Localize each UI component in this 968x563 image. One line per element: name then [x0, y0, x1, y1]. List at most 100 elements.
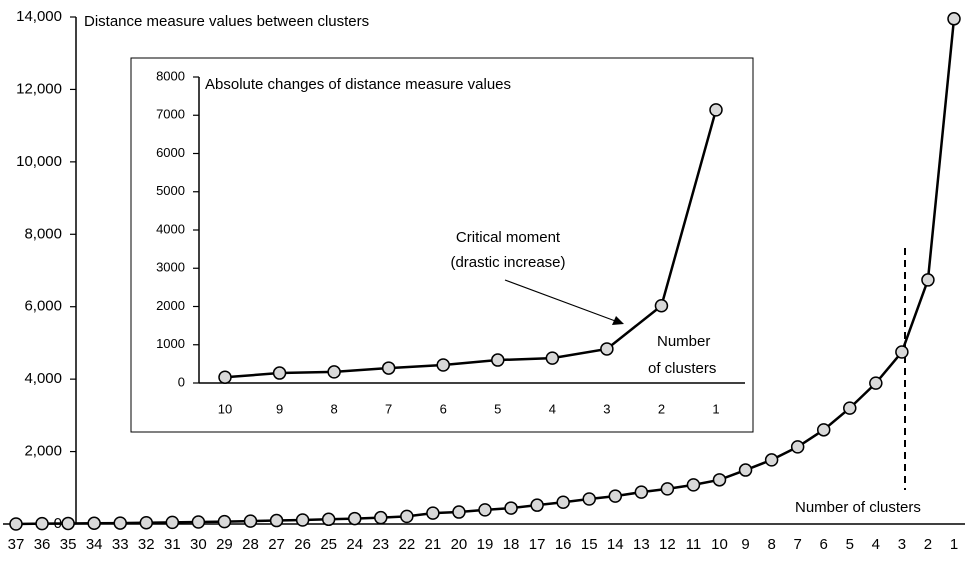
data-point [608, 489, 623, 503]
data-point [218, 370, 232, 385]
data-point [790, 440, 805, 454]
data-point [295, 513, 310, 527]
data-point [709, 103, 723, 117]
x-tick-label: 27 [268, 536, 285, 553]
x-tick-label: 24 [346, 536, 363, 553]
y-tick-label: 4000 [156, 221, 185, 236]
x-tick-label: 4 [872, 536, 880, 553]
x-tick-label: 26 [294, 536, 311, 553]
x-tick-label: 28 [242, 536, 259, 553]
data-point [272, 366, 287, 380]
x-tick-label: 23 [372, 536, 389, 553]
data-point [764, 453, 779, 467]
x-tick-label: 2 [924, 536, 932, 553]
x-tick-label: 1 [712, 401, 719, 416]
annotation-arrow [504, 279, 619, 323]
data-point [61, 516, 75, 531]
x-tick-label: 30 [190, 536, 207, 553]
x-tick-label: 5 [494, 401, 501, 416]
y-tick-label: 0 [178, 374, 185, 389]
data-point [869, 376, 883, 390]
y-tick-label: 8000 [156, 68, 185, 83]
x-tick-label: 7 [793, 536, 801, 553]
data-point [165, 515, 180, 530]
x-tick-label: 19 [477, 536, 494, 553]
inset-x-label: Number [657, 333, 710, 350]
x-tick-label: 20 [451, 536, 468, 553]
y-tick-label: 1000 [156, 336, 185, 351]
data-point [452, 505, 466, 519]
inset-x-label: of clusters [648, 360, 716, 377]
y-tick-label: 4,000 [24, 370, 62, 387]
data-point [191, 515, 206, 529]
x-tick-label: 7 [385, 401, 392, 416]
data-point [35, 516, 49, 531]
data-point [327, 365, 341, 379]
data-point [321, 512, 336, 527]
data-point [9, 517, 23, 531]
y-tick-label: 2,000 [24, 443, 62, 460]
x-tick-label: 11 [686, 536, 702, 553]
data-point [660, 482, 675, 496]
data-point [478, 503, 492, 517]
x-tick-label: 10 [711, 536, 728, 553]
x-tick-label: 15 [581, 536, 598, 553]
data-point [600, 342, 614, 356]
series-line [224, 109, 718, 379]
x-tick-label: 32 [138, 536, 155, 553]
x-tick-label: 29 [216, 536, 233, 553]
x-tick-label: 1 [950, 536, 958, 553]
x-tick-label: 8 [767, 536, 775, 553]
arrow-head [612, 316, 624, 325]
data-point [381, 361, 396, 375]
x-tick-label: 6 [820, 536, 828, 553]
y-tick-label: 10,000 [16, 153, 62, 170]
y-tick-label: 3000 [156, 260, 185, 275]
x-tick-label: 9 [741, 536, 749, 553]
data-point [113, 516, 127, 530]
x-tick-label: 10 [218, 401, 232, 416]
x-tick-label: 25 [320, 536, 337, 553]
data-point [436, 358, 450, 372]
x-tick-label: 21 [425, 536, 442, 553]
data-point [686, 478, 701, 492]
data-point [947, 12, 961, 26]
x-tick-label: 17 [529, 536, 546, 553]
data-point [895, 345, 909, 359]
data-point [816, 423, 831, 437]
x-tick-label: 2 [658, 401, 665, 416]
x-tick-label: 5 [846, 536, 854, 553]
data-point [139, 515, 154, 530]
y-tick-label: 7000 [156, 107, 185, 122]
data-point [654, 298, 669, 313]
x-tick-label: 14 [607, 536, 624, 553]
data-point [347, 511, 362, 526]
chart-title: Distance measure values between clusters [84, 13, 369, 30]
inset-title: Absolute changes of distance measure val… [205, 76, 511, 93]
x-tick-label: 6 [440, 401, 447, 416]
x-tick-label: 22 [398, 536, 415, 553]
data-point [491, 353, 505, 367]
x-tick-label: 37 [8, 536, 25, 553]
y-tick-label: 6,000 [24, 298, 62, 315]
data-point [243, 514, 258, 528]
x-tick-label: 9 [276, 401, 283, 416]
x-tick-label: 34 [86, 536, 103, 553]
data-point [843, 401, 857, 415]
x-tick-label: 4 [549, 401, 556, 416]
data-point [87, 516, 101, 531]
x-tick-label: 3 [898, 536, 906, 553]
y-tick-label: 14,000 [16, 8, 62, 25]
annotation: Critical moment [456, 229, 561, 246]
data-point [712, 473, 727, 487]
x-tick-label: 12 [659, 536, 676, 553]
data-point [545, 351, 560, 365]
data-point [634, 485, 649, 499]
y-tick-label: 8,000 [24, 225, 62, 242]
y-tick-label: 12,000 [16, 80, 62, 97]
x-tick-label: 35 [60, 536, 77, 553]
data-point [269, 513, 284, 528]
data-point [738, 463, 753, 477]
data-point [582, 492, 596, 506]
